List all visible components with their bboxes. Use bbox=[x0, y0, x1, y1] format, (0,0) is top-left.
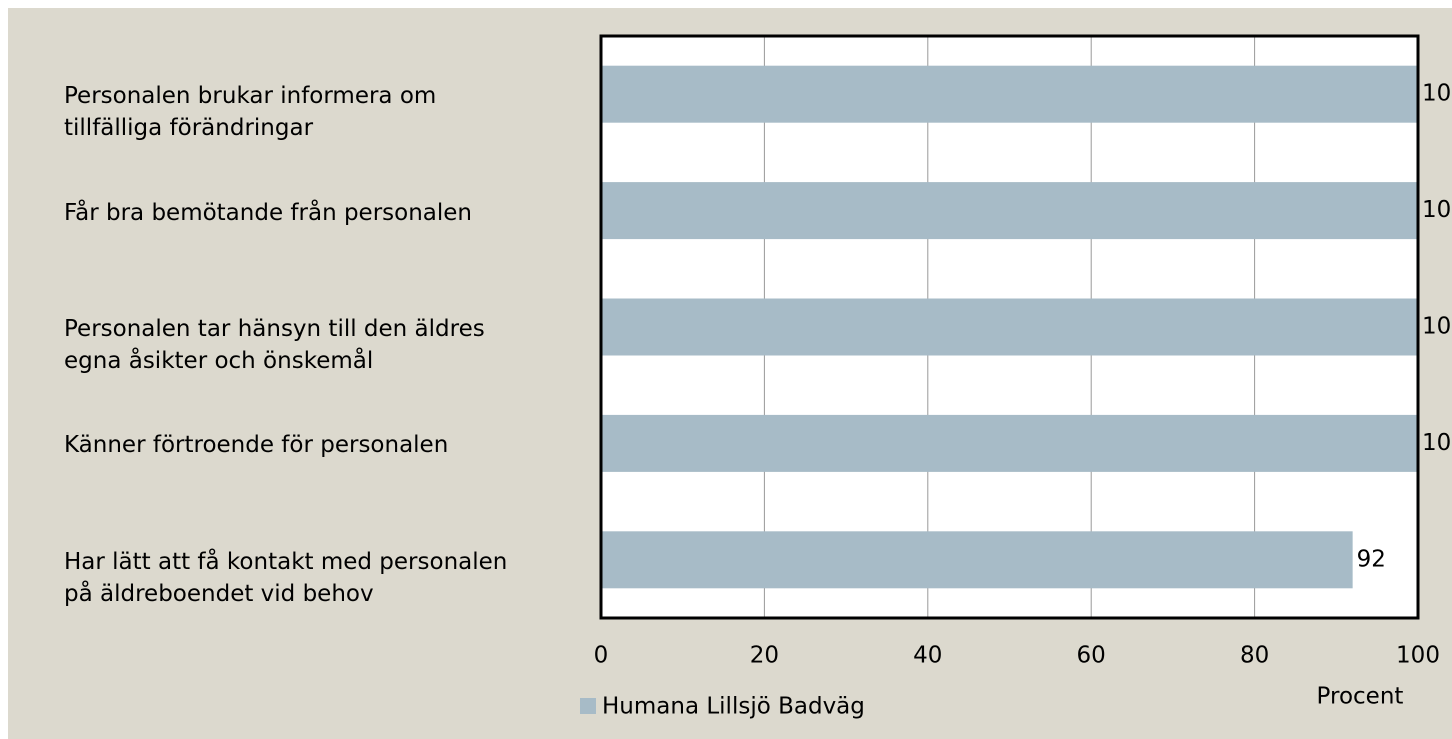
y-tick-label: Känner förtroende för personalen bbox=[64, 432, 449, 459]
y-tick-label: Får bra bemötande från personalen bbox=[64, 199, 473, 226]
y-tick-label: Personalen tar hänsyn till den äldres eg… bbox=[64, 316, 485, 374]
value-label: 100 bbox=[1422, 430, 1452, 456]
value-label: 100 bbox=[1422, 81, 1452, 107]
bar bbox=[601, 531, 1353, 589]
bar bbox=[601, 65, 1418, 123]
x-tick-label: 20 bbox=[750, 643, 779, 669]
value-label: 100 bbox=[1422, 314, 1452, 340]
bar bbox=[601, 182, 1418, 240]
x-tick-label: 40 bbox=[913, 643, 942, 669]
x-tick-label: 100 bbox=[1396, 643, 1440, 669]
plot-border bbox=[599, 34, 1420, 620]
y-tick-label: Har lätt att få kontakt med personalen p… bbox=[64, 548, 508, 607]
bar bbox=[601, 298, 1418, 356]
legend-label: Humana Lillsjö Badväg bbox=[602, 694, 865, 720]
value-label: 92 bbox=[1357, 546, 1386, 572]
x-tick-label: 60 bbox=[1077, 643, 1106, 669]
value-label: 100 bbox=[1422, 197, 1452, 223]
y-tick-label: Personalen brukar informera om tillfälli… bbox=[64, 83, 437, 142]
bar bbox=[601, 414, 1418, 472]
x-tick-label: 0 bbox=[594, 643, 609, 669]
x-tick-label: 80 bbox=[1240, 643, 1269, 669]
legend-swatch bbox=[580, 698, 596, 714]
x-axis-title: Procent bbox=[1317, 684, 1404, 710]
